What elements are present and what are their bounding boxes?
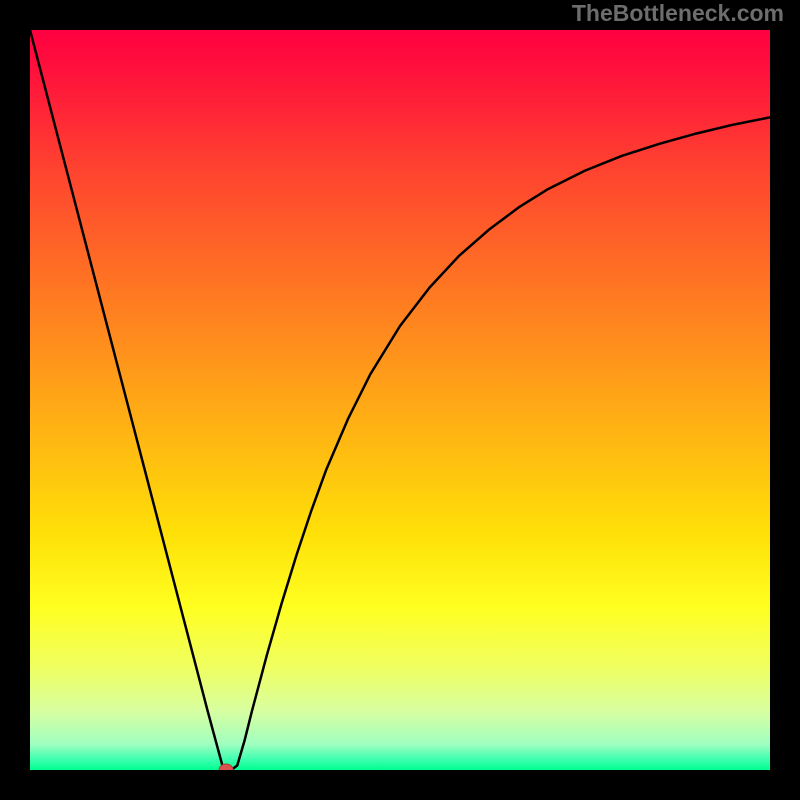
chart-container: TheBottleneck.com [0, 0, 800, 800]
plot-area [30, 30, 770, 770]
curve-svg [30, 30, 770, 770]
gradient-background [30, 30, 770, 770]
watermark-text: TheBottleneck.com [572, 0, 784, 27]
